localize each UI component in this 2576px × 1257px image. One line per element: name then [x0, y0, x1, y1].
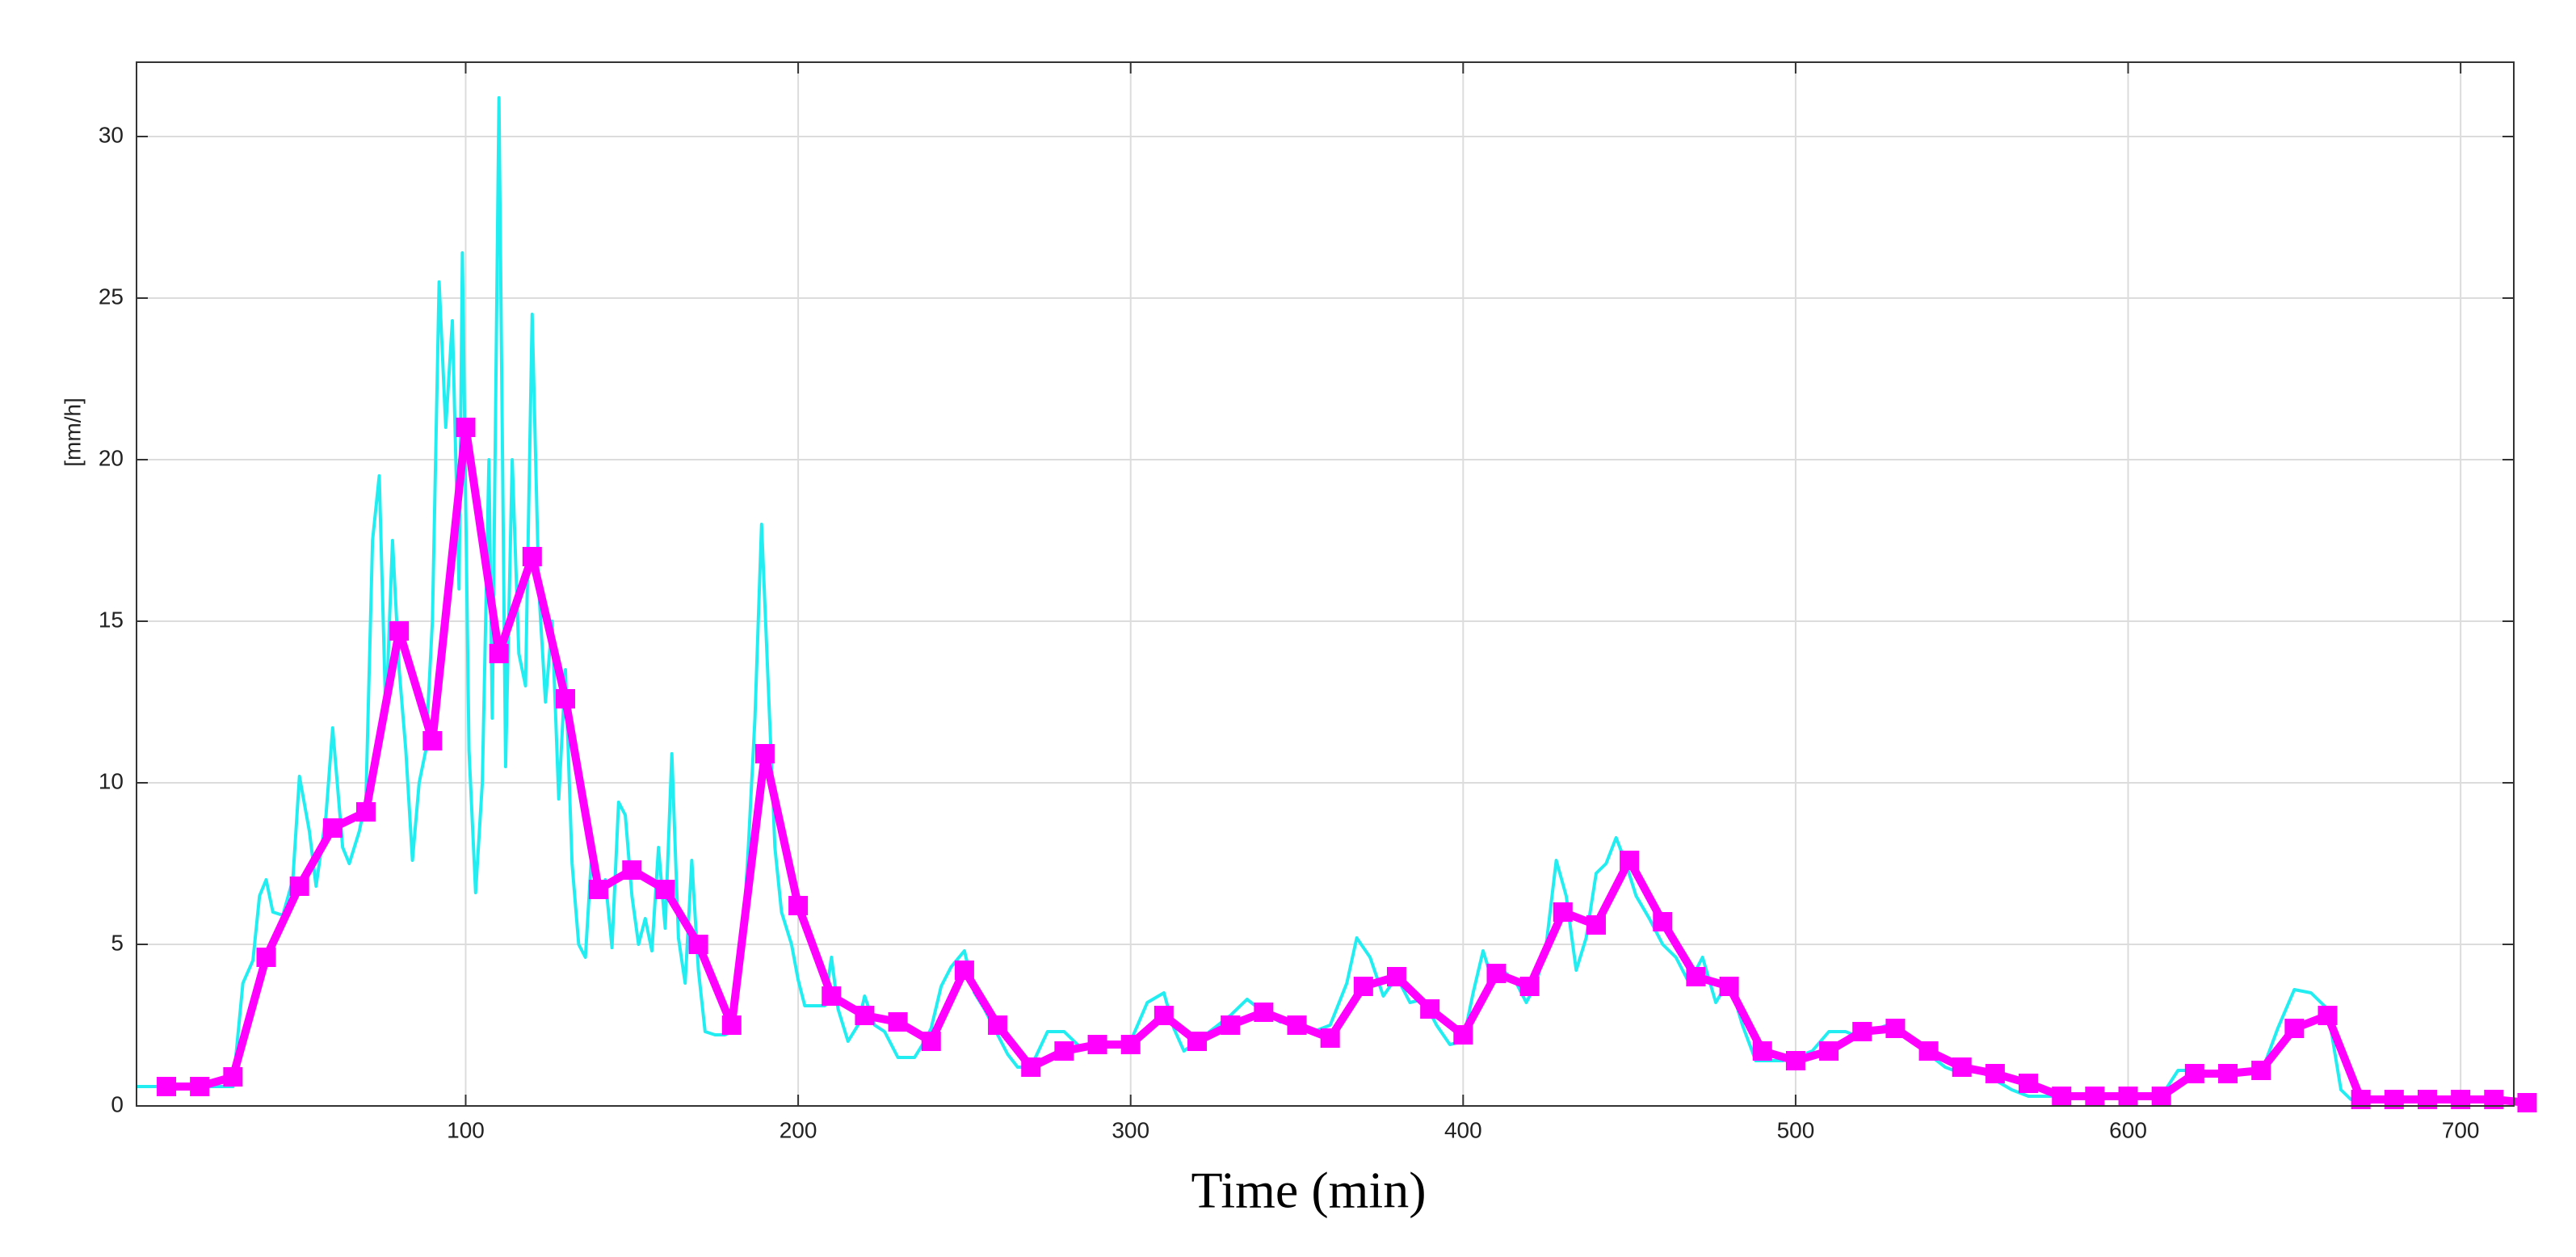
data-marker — [1320, 1028, 1340, 1048]
data-marker — [921, 1032, 941, 1051]
data-marker — [2184, 1064, 2204, 1083]
data-marker — [2318, 1006, 2338, 1025]
data-marker — [1221, 1015, 1241, 1035]
data-marker — [1519, 977, 1540, 996]
data-marker — [1686, 967, 1706, 986]
x-tick-label: 100 — [447, 1117, 485, 1142]
data-marker — [1087, 1035, 1107, 1054]
y-tick-label: 25 — [99, 284, 124, 309]
data-marker — [822, 986, 842, 1006]
data-marker — [2085, 1087, 2105, 1106]
data-marker — [1785, 1051, 1805, 1070]
data-marker — [456, 418, 476, 437]
x-tick-label: 500 — [1777, 1117, 1815, 1142]
data-marker — [988, 1015, 1008, 1035]
data-marker — [1985, 1064, 2005, 1083]
plot-frame — [136, 61, 2515, 1107]
x-axis-label: Time (min) — [1191, 1162, 1427, 1219]
data-marker — [1653, 912, 1673, 931]
data-marker — [622, 860, 642, 880]
data-marker — [422, 731, 443, 750]
y-tick-label: 20 — [99, 445, 124, 470]
data-line — [137, 96, 2528, 1104]
data-marker — [2284, 1019, 2305, 1038]
data-marker — [1852, 1022, 1872, 1041]
y-tick-label: 5 — [111, 930, 124, 955]
data-marker — [1885, 1019, 1906, 1038]
y-tick-label: 0 — [111, 1091, 124, 1116]
x-tick-label: 400 — [1444, 1117, 1482, 1142]
data-marker — [1952, 1057, 1972, 1077]
data-marker — [2517, 1093, 2537, 1112]
data-marker — [1154, 1006, 1174, 1025]
data-marker — [589, 880, 609, 899]
y-tick-label: 30 — [99, 122, 124, 147]
data-marker — [954, 961, 974, 980]
data-marker — [1353, 977, 1373, 996]
data-marker — [2251, 1061, 2271, 1080]
data-marker — [655, 880, 675, 899]
data-marker — [489, 644, 509, 663]
plot-background — [137, 62, 2514, 1106]
data-marker — [788, 896, 809, 915]
data-marker — [1486, 964, 1507, 983]
data-marker — [190, 1077, 210, 1096]
x-tick-label: 600 — [2109, 1117, 2147, 1142]
x-tick-label: 700 — [2442, 1117, 2480, 1142]
data-marker — [1386, 967, 1406, 986]
data-marker — [322, 818, 342, 838]
data-marker — [1120, 1035, 1141, 1054]
y-tick-label: 10 — [99, 768, 124, 793]
data-marker — [2218, 1064, 2238, 1083]
data-marker — [855, 1006, 875, 1025]
data-marker — [754, 744, 775, 763]
data-marker — [256, 948, 276, 967]
data-marker — [1187, 1032, 1208, 1051]
data-marker — [888, 1012, 908, 1032]
data-marker — [2019, 1074, 2039, 1093]
data-marker — [2151, 1087, 2171, 1106]
data-marker — [1586, 915, 1606, 935]
data-marker — [1420, 999, 1440, 1019]
x-tick-label: 200 — [780, 1117, 817, 1142]
data-marker — [2052, 1087, 2072, 1106]
data-marker — [1553, 902, 1573, 922]
data-marker — [157, 1077, 177, 1096]
data-marker — [223, 1067, 243, 1087]
x-tick-label: 300 — [1112, 1117, 1149, 1142]
data-marker — [522, 547, 542, 566]
y-tick-label: 15 — [99, 607, 124, 632]
data-marker — [356, 802, 376, 822]
data-marker — [1021, 1057, 1041, 1077]
data-marker — [1918, 1041, 1939, 1061]
data-marker — [1254, 1003, 1274, 1022]
data-marker — [1054, 1041, 1074, 1061]
data-marker — [1453, 1025, 1473, 1045]
data-marker — [2118, 1087, 2138, 1106]
data-marker — [1752, 1041, 1772, 1061]
data-marker — [1719, 977, 1739, 996]
data-marker — [721, 1015, 742, 1035]
data-marker — [688, 935, 708, 954]
data-marker — [1287, 1015, 1307, 1035]
data-marker — [289, 877, 309, 896]
data-marker — [389, 621, 410, 641]
data-marker — [1819, 1041, 1839, 1061]
y-axis-label: [mm/h] — [60, 397, 85, 467]
data-marker — [1620, 851, 1640, 870]
data-marker — [555, 689, 575, 708]
